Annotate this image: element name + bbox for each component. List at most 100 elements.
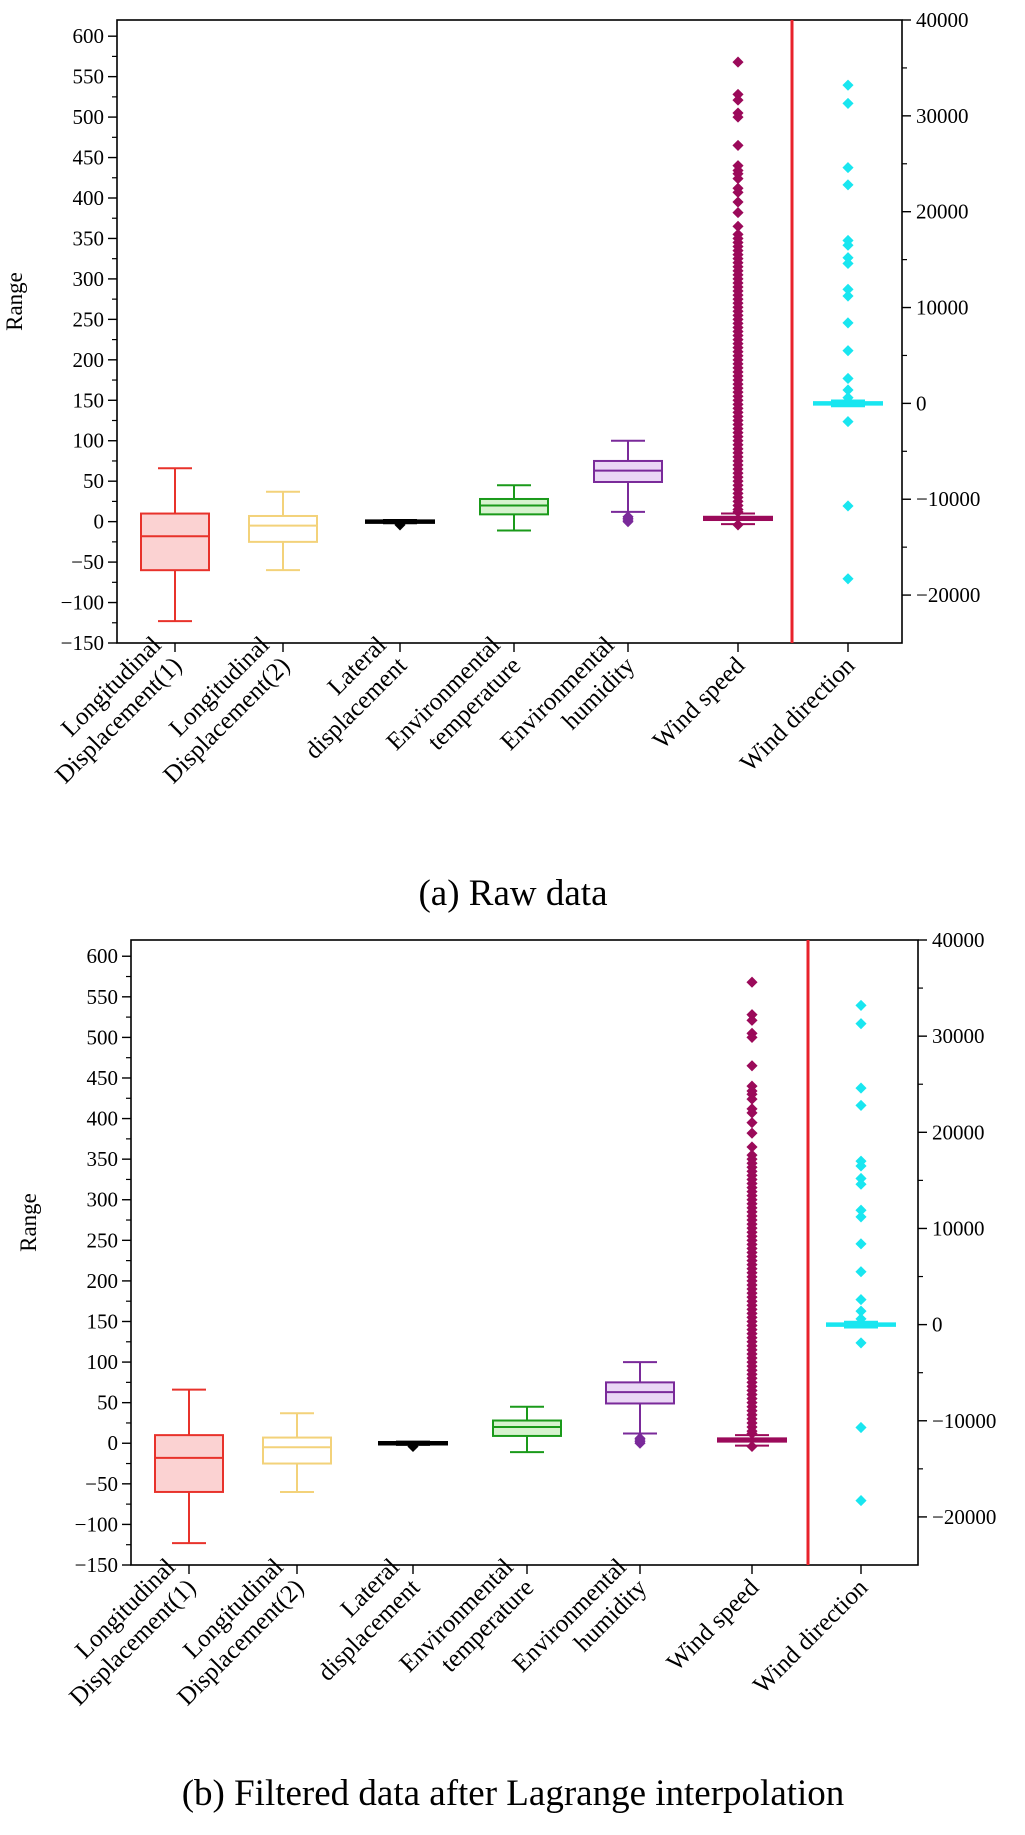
outlier-point bbox=[842, 179, 854, 191]
left-tick-label: 150 bbox=[73, 388, 105, 412]
left-tick-label: 0 bbox=[94, 510, 105, 534]
outlier-point bbox=[746, 1440, 758, 1453]
outlier-point bbox=[855, 1018, 867, 1030]
outlier-point bbox=[842, 239, 854, 251]
left-tick-label: −150 bbox=[61, 631, 104, 655]
left-tick-label: 50 bbox=[83, 469, 104, 493]
panel-b: −150 −100 −50 0 50 100 150 200 250 300 350 400 450 50… bbox=[16, 928, 996, 1814]
category-label-line: Wind speed bbox=[648, 652, 751, 755]
right-tick-label: 20000 bbox=[916, 200, 969, 224]
outlier-point bbox=[842, 97, 854, 109]
box-5: Wind speed bbox=[648, 56, 773, 755]
outlier-point bbox=[855, 1178, 867, 1190]
outlier-point bbox=[732, 196, 744, 208]
box-body bbox=[262, 1436, 332, 1465]
outlier-point bbox=[855, 1238, 867, 1250]
left-tick-label: −50 bbox=[85, 1472, 118, 1496]
left-tick-label: 200 bbox=[73, 348, 105, 372]
box-6: Wind direction bbox=[748, 999, 896, 1699]
left-tick-label: 100 bbox=[87, 1350, 119, 1374]
outlier-point bbox=[746, 1117, 758, 1129]
outlier-point bbox=[842, 162, 854, 174]
panel-caption: (b) Filtered data after Lagrange interpo… bbox=[182, 1773, 845, 1814]
right-tick-label: 0 bbox=[916, 391, 927, 415]
left-tick-label: 450 bbox=[87, 1066, 119, 1090]
outlier-point bbox=[842, 79, 854, 91]
outlier-point bbox=[842, 345, 854, 357]
plot-frame bbox=[116, 19, 903, 644]
left-tick-label: 350 bbox=[87, 1147, 119, 1171]
category-label-line: Wind direction bbox=[735, 652, 860, 777]
left-tick-label: 250 bbox=[87, 1228, 119, 1252]
outlier-point bbox=[842, 372, 854, 385]
outlier-point bbox=[394, 519, 406, 531]
left-tick-label: −100 bbox=[61, 591, 104, 615]
category-label: Wind speed bbox=[662, 1574, 765, 1677]
box-body bbox=[492, 1419, 562, 1437]
category-label-line: Wind speed bbox=[662, 1574, 765, 1677]
left-tick-label: 200 bbox=[87, 1269, 119, 1293]
y-axis-title: Range bbox=[16, 1193, 41, 1252]
right-tick-label: −10000 bbox=[932, 1409, 996, 1433]
right-tick-label: 20000 bbox=[932, 1120, 985, 1144]
right-tick-label: 40000 bbox=[932, 928, 985, 952]
right-tick-label: 0 bbox=[932, 1313, 943, 1337]
left-tick-label: 500 bbox=[73, 105, 105, 129]
outlier-point bbox=[622, 511, 634, 523]
right-tick-label: 30000 bbox=[932, 1024, 985, 1048]
outlier-point bbox=[855, 1337, 867, 1349]
outlier-point bbox=[842, 317, 854, 329]
right-tick-label: 10000 bbox=[932, 1216, 985, 1240]
left-tick-label: 150 bbox=[87, 1309, 119, 1333]
box-5: Wind speed bbox=[662, 976, 787, 1677]
left-tick-label: 400 bbox=[73, 186, 105, 210]
y-axis-title: Range bbox=[2, 272, 27, 331]
left-tick-label: 350 bbox=[73, 226, 105, 250]
left-tick-label: 550 bbox=[87, 985, 119, 1009]
outlier-point bbox=[732, 94, 744, 106]
outlier-point bbox=[855, 1313, 867, 1325]
outlier-point bbox=[855, 1294, 867, 1306]
outlier-point bbox=[746, 1127, 758, 1139]
outlier-point bbox=[842, 290, 854, 302]
outlier-point bbox=[732, 111, 744, 123]
right-tick-label: 10000 bbox=[916, 296, 969, 320]
outlier-point bbox=[855, 1160, 867, 1172]
outlier-point bbox=[842, 416, 854, 428]
outlier-point bbox=[842, 257, 854, 270]
outlier-point bbox=[855, 1421, 867, 1434]
left-tick-label: 100 bbox=[73, 429, 105, 453]
box-body bbox=[248, 514, 318, 543]
outlier-point bbox=[732, 56, 744, 68]
box-6: Wind direction bbox=[735, 79, 883, 777]
box-body bbox=[140, 512, 210, 572]
outlier-point bbox=[732, 506, 744, 518]
panel-caption: (a) Raw data bbox=[418, 873, 607, 914]
outlier-point bbox=[634, 1432, 646, 1444]
plot-frame bbox=[130, 939, 919, 1566]
outlier-point bbox=[746, 1060, 758, 1072]
panel-a: −150 −100 −50 0 50 100 150 200 250 300 350 400 450 50… bbox=[2, 8, 980, 914]
outlier-point bbox=[732, 206, 744, 219]
left-tick-label: 0 bbox=[108, 1431, 119, 1455]
box-body bbox=[479, 497, 549, 516]
right-tick-label: −20000 bbox=[916, 583, 980, 607]
right-tick-label: −10000 bbox=[916, 487, 980, 511]
outlier-point bbox=[842, 500, 854, 512]
category-label: Wind direction bbox=[748, 1574, 873, 1699]
left-tick-label: 50 bbox=[97, 1391, 118, 1415]
outlier-point bbox=[855, 1495, 867, 1507]
outlier-point bbox=[842, 392, 854, 404]
outlier-point bbox=[855, 1266, 867, 1278]
left-tick-label: 600 bbox=[87, 944, 119, 968]
left-tick-label: −100 bbox=[75, 1512, 118, 1536]
outlier-point bbox=[407, 1440, 419, 1453]
left-tick-label: 250 bbox=[73, 307, 105, 331]
right-tick-label: 40000 bbox=[916, 8, 969, 32]
box-body bbox=[154, 1434, 224, 1493]
